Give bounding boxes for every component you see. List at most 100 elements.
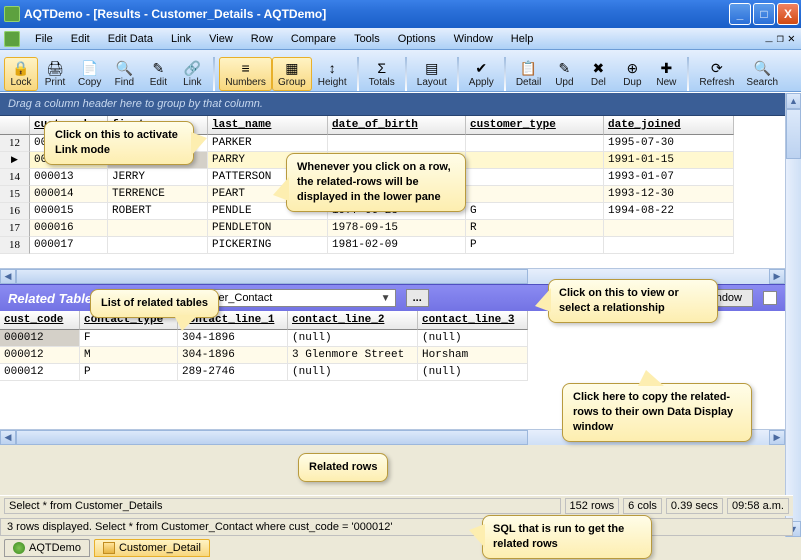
table-row[interactable]: 000012P289-2746(null)(null) xyxy=(0,364,785,381)
cell[interactable]: (null) xyxy=(418,364,528,381)
cell[interactable] xyxy=(604,220,734,237)
menu-editdata[interactable]: Edit Data xyxy=(99,31,162,47)
cell[interactable]: 000015 xyxy=(30,203,108,220)
col-header[interactable]: last_name xyxy=(208,116,328,135)
cell[interactable]: 000016 xyxy=(30,220,108,237)
table-row[interactable]: 18000017PICKERING1981-02-09P xyxy=(0,237,785,254)
tb-copy[interactable]: 📄Copy xyxy=(72,57,107,91)
cell[interactable]: (null) xyxy=(288,330,418,347)
cell[interactable]: 000017 xyxy=(30,237,108,254)
tab-customer_detail[interactable]: Customer_Detail xyxy=(94,539,210,557)
cell[interactable] xyxy=(328,135,466,152)
cell[interactable]: F xyxy=(80,330,178,347)
menu-view[interactable]: View xyxy=(200,31,242,47)
cell[interactable] xyxy=(466,169,604,186)
menu-link[interactable]: Link xyxy=(162,31,200,47)
tb-dup[interactable]: ⊕Dup xyxy=(615,57,649,91)
menu-edit[interactable]: Edit xyxy=(62,31,99,47)
cell[interactable]: PARKER xyxy=(208,135,328,152)
cell[interactable]: G xyxy=(466,203,604,220)
tb-totals[interactable]: ΣTotals xyxy=(363,57,401,91)
cell[interactable]: 1981-02-09 xyxy=(328,237,466,254)
tb-print[interactable]: 🖨Print xyxy=(38,57,72,91)
cell[interactable] xyxy=(466,135,604,152)
menu-window[interactable]: Window xyxy=(445,31,502,47)
mdi-close[interactable]: ✕ xyxy=(788,31,795,46)
menu-help[interactable]: Help xyxy=(502,31,543,47)
cell[interactable]: 3 Glenmore Street xyxy=(288,347,418,364)
scroll-up-icon[interactable]: ▲ xyxy=(786,93,801,109)
cell[interactable]: PICKERING xyxy=(208,237,328,254)
cell[interactable] xyxy=(108,237,208,254)
col-header[interactable] xyxy=(0,116,30,135)
scroll-thumb[interactable] xyxy=(16,269,528,284)
scroll-thumb[interactable] xyxy=(16,430,528,445)
menu-row[interactable]: Row xyxy=(242,31,282,47)
cell[interactable]: ROBERT xyxy=(108,203,208,220)
tb-find[interactable]: 🔍Find xyxy=(107,57,141,91)
cell[interactable] xyxy=(466,186,604,203)
scroll-left-icon[interactable]: ◀ xyxy=(0,269,16,284)
tb-lock[interactable]: 🔒Lock xyxy=(4,57,38,91)
tb-new[interactable]: ✚New xyxy=(649,57,683,91)
relationship-browse-button[interactable]: ... xyxy=(406,289,429,307)
scroll-left-icon[interactable]: ◀ xyxy=(0,430,16,445)
tb-group[interactable]: ▦Group xyxy=(272,57,312,91)
menu-tools[interactable]: Tools xyxy=(345,31,389,47)
cell[interactable]: 000012 xyxy=(0,364,80,381)
cell[interactable]: JERRY xyxy=(108,169,208,186)
cell[interactable]: 000012 xyxy=(0,330,80,347)
cell[interactable]: (null) xyxy=(288,364,418,381)
cell[interactable]: 289-2746 xyxy=(178,364,288,381)
cell[interactable]: 1993-01-07 xyxy=(604,169,734,186)
cell[interactable]: PENDLETON xyxy=(208,220,328,237)
maximize-button[interactable]: □ xyxy=(753,3,775,25)
cell[interactable]: 1993-12-30 xyxy=(604,186,734,203)
tb-detail[interactable]: 📋Detail xyxy=(510,57,548,91)
table-row[interactable]: 000012F304-1896(null)(null) xyxy=(0,330,785,347)
cell[interactable]: R xyxy=(466,220,604,237)
mdi-restore[interactable]: ❐ xyxy=(777,31,784,46)
copy-window-checkbox[interactable] xyxy=(763,291,777,305)
tb-layout[interactable]: ▤Layout xyxy=(411,57,453,91)
tb-refresh[interactable]: ⟳Refresh xyxy=(693,57,740,91)
tb-apply[interactable]: ✔Apply xyxy=(463,57,500,91)
group-by-bar[interactable]: Drag a column header here to group by th… xyxy=(0,93,785,116)
col-header[interactable]: date_joined xyxy=(604,116,734,135)
cell[interactable]: (null) xyxy=(418,330,528,347)
scroll-thumb[interactable] xyxy=(786,109,801,159)
cell[interactable] xyxy=(108,220,208,237)
cell[interactable]: 000014 xyxy=(30,186,108,203)
vertical-scrollbar[interactable]: ▲ ▼ xyxy=(785,93,801,537)
scroll-right-icon[interactable]: ▶ xyxy=(769,430,785,445)
menu-file[interactable]: File xyxy=(26,31,62,47)
tb-height[interactable]: ↕Height xyxy=(312,57,353,91)
close-button[interactable]: X xyxy=(777,3,799,25)
col-header[interactable]: date_of_birth xyxy=(328,116,466,135)
cell[interactable]: 000013 xyxy=(30,169,108,186)
table-row[interactable]: 000012M304-18963 Glenmore StreetHorsham xyxy=(0,347,785,364)
cell[interactable]: 1995-07-30 xyxy=(604,135,734,152)
tb-del[interactable]: ✖Del xyxy=(581,57,615,91)
cell[interactable]: TERRENCE xyxy=(108,186,208,203)
cell[interactable]: 000012 xyxy=(0,347,80,364)
cell[interactable]: 1978-09-15 xyxy=(328,220,466,237)
cell[interactable]: 1994-08-22 xyxy=(604,203,734,220)
minimize-button[interactable]: _ xyxy=(729,3,751,25)
cell[interactable] xyxy=(466,152,604,169)
cell[interactable] xyxy=(604,237,734,254)
tb-edit[interactable]: ✎Edit xyxy=(141,57,175,91)
tab-aqtdemo[interactable]: AQTDemo xyxy=(4,539,90,557)
cell[interactable]: Horsham xyxy=(418,347,528,364)
tb-upd[interactable]: ✎Upd xyxy=(547,57,581,91)
col-header[interactable]: contact_line_3 xyxy=(418,311,528,330)
cell[interactable]: M xyxy=(80,347,178,364)
cell[interactable]: 304-1896 xyxy=(178,330,288,347)
scroll-right-icon[interactable]: ▶ xyxy=(769,269,785,284)
tb-search[interactable]: 🔍Search xyxy=(740,57,784,91)
menu-compare[interactable]: Compare xyxy=(282,31,345,47)
col-header[interactable]: contact_line_2 xyxy=(288,311,418,330)
col-header[interactable]: customer_type xyxy=(466,116,604,135)
cell[interactable]: P xyxy=(80,364,178,381)
tb-numbers[interactable]: ≡Numbers xyxy=(219,57,272,91)
